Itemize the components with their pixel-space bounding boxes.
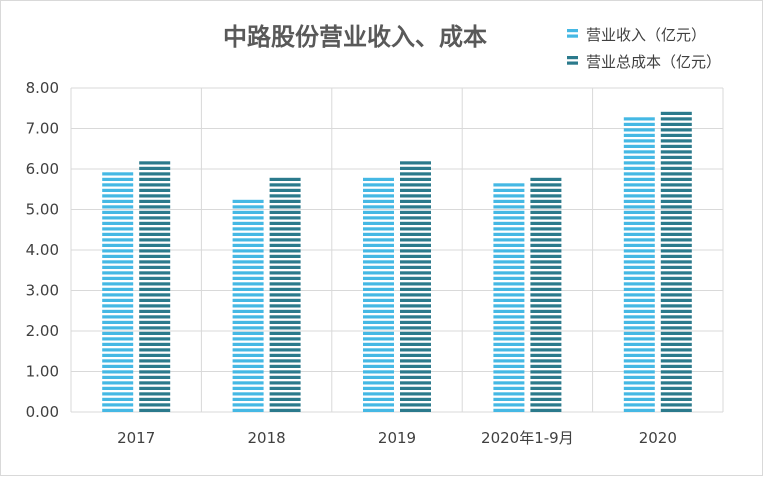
y-tick-label: 4.00 — [26, 241, 59, 259]
bar-revenue-1 — [232, 199, 264, 412]
chart-frame: 中路股份营业收入、成本 营业收入（亿元） 营业总成本（亿元） 0.00 1.00 2… — [0, 0, 763, 476]
legend-label-cost: 营业总成本（亿元） — [586, 53, 721, 71]
x-tick-label: 2019 — [378, 429, 416, 447]
bar-revenue-2 — [363, 177, 394, 412]
bar-revenue-4 — [623, 117, 655, 412]
bar-cost-0 — [139, 161, 171, 412]
y-tick-label: 1.00 — [26, 363, 59, 381]
legend-swatch-cost — [567, 56, 578, 65]
x-tick-label: 2020 — [639, 429, 677, 447]
grid — [70, 87, 724, 413]
y-tick-label: 7.00 — [26, 120, 59, 138]
y-tick-label: 0.00 — [26, 403, 59, 421]
bars — [102, 111, 692, 412]
x-axis-ticks: 2017 2018 2019 2020年1-9月 2020 — [117, 429, 677, 447]
x-tick-label: 2017 — [117, 429, 155, 447]
legend: 营业收入（亿元） 营业总成本（亿元） — [567, 26, 721, 71]
legend-item-revenue: 营业收入（亿元） — [567, 26, 706, 44]
legend-item-cost: 营业总成本（亿元） — [567, 53, 721, 71]
bar-revenue-0 — [102, 172, 134, 412]
y-tick-label: 8.00 — [26, 79, 59, 97]
y-tick-label: 3.00 — [26, 282, 59, 300]
x-tick-label: 2020年1-9月 — [481, 429, 574, 447]
bar-cost-2 — [400, 161, 431, 412]
bar-cost-4 — [660, 111, 692, 412]
chart-title: 中路股份营业收入、成本 — [223, 23, 487, 51]
legend-label-revenue: 营业收入（亿元） — [586, 26, 706, 44]
legend-swatch-revenue — [567, 29, 578, 38]
y-tick-label: 5.00 — [26, 201, 59, 219]
x-tick-label: 2018 — [248, 429, 286, 447]
bar-revenue-3 — [493, 183, 525, 412]
y-tick-label: 2.00 — [26, 322, 59, 340]
y-axis-ticks: 0.00 1.00 2.00 3.00 4.00 5.00 6.00 7.00 8.00 — [26, 79, 59, 421]
bar-cost-3 — [530, 177, 562, 412]
bar-cost-1 — [269, 177, 301, 412]
y-tick-label: 6.00 — [26, 160, 59, 178]
